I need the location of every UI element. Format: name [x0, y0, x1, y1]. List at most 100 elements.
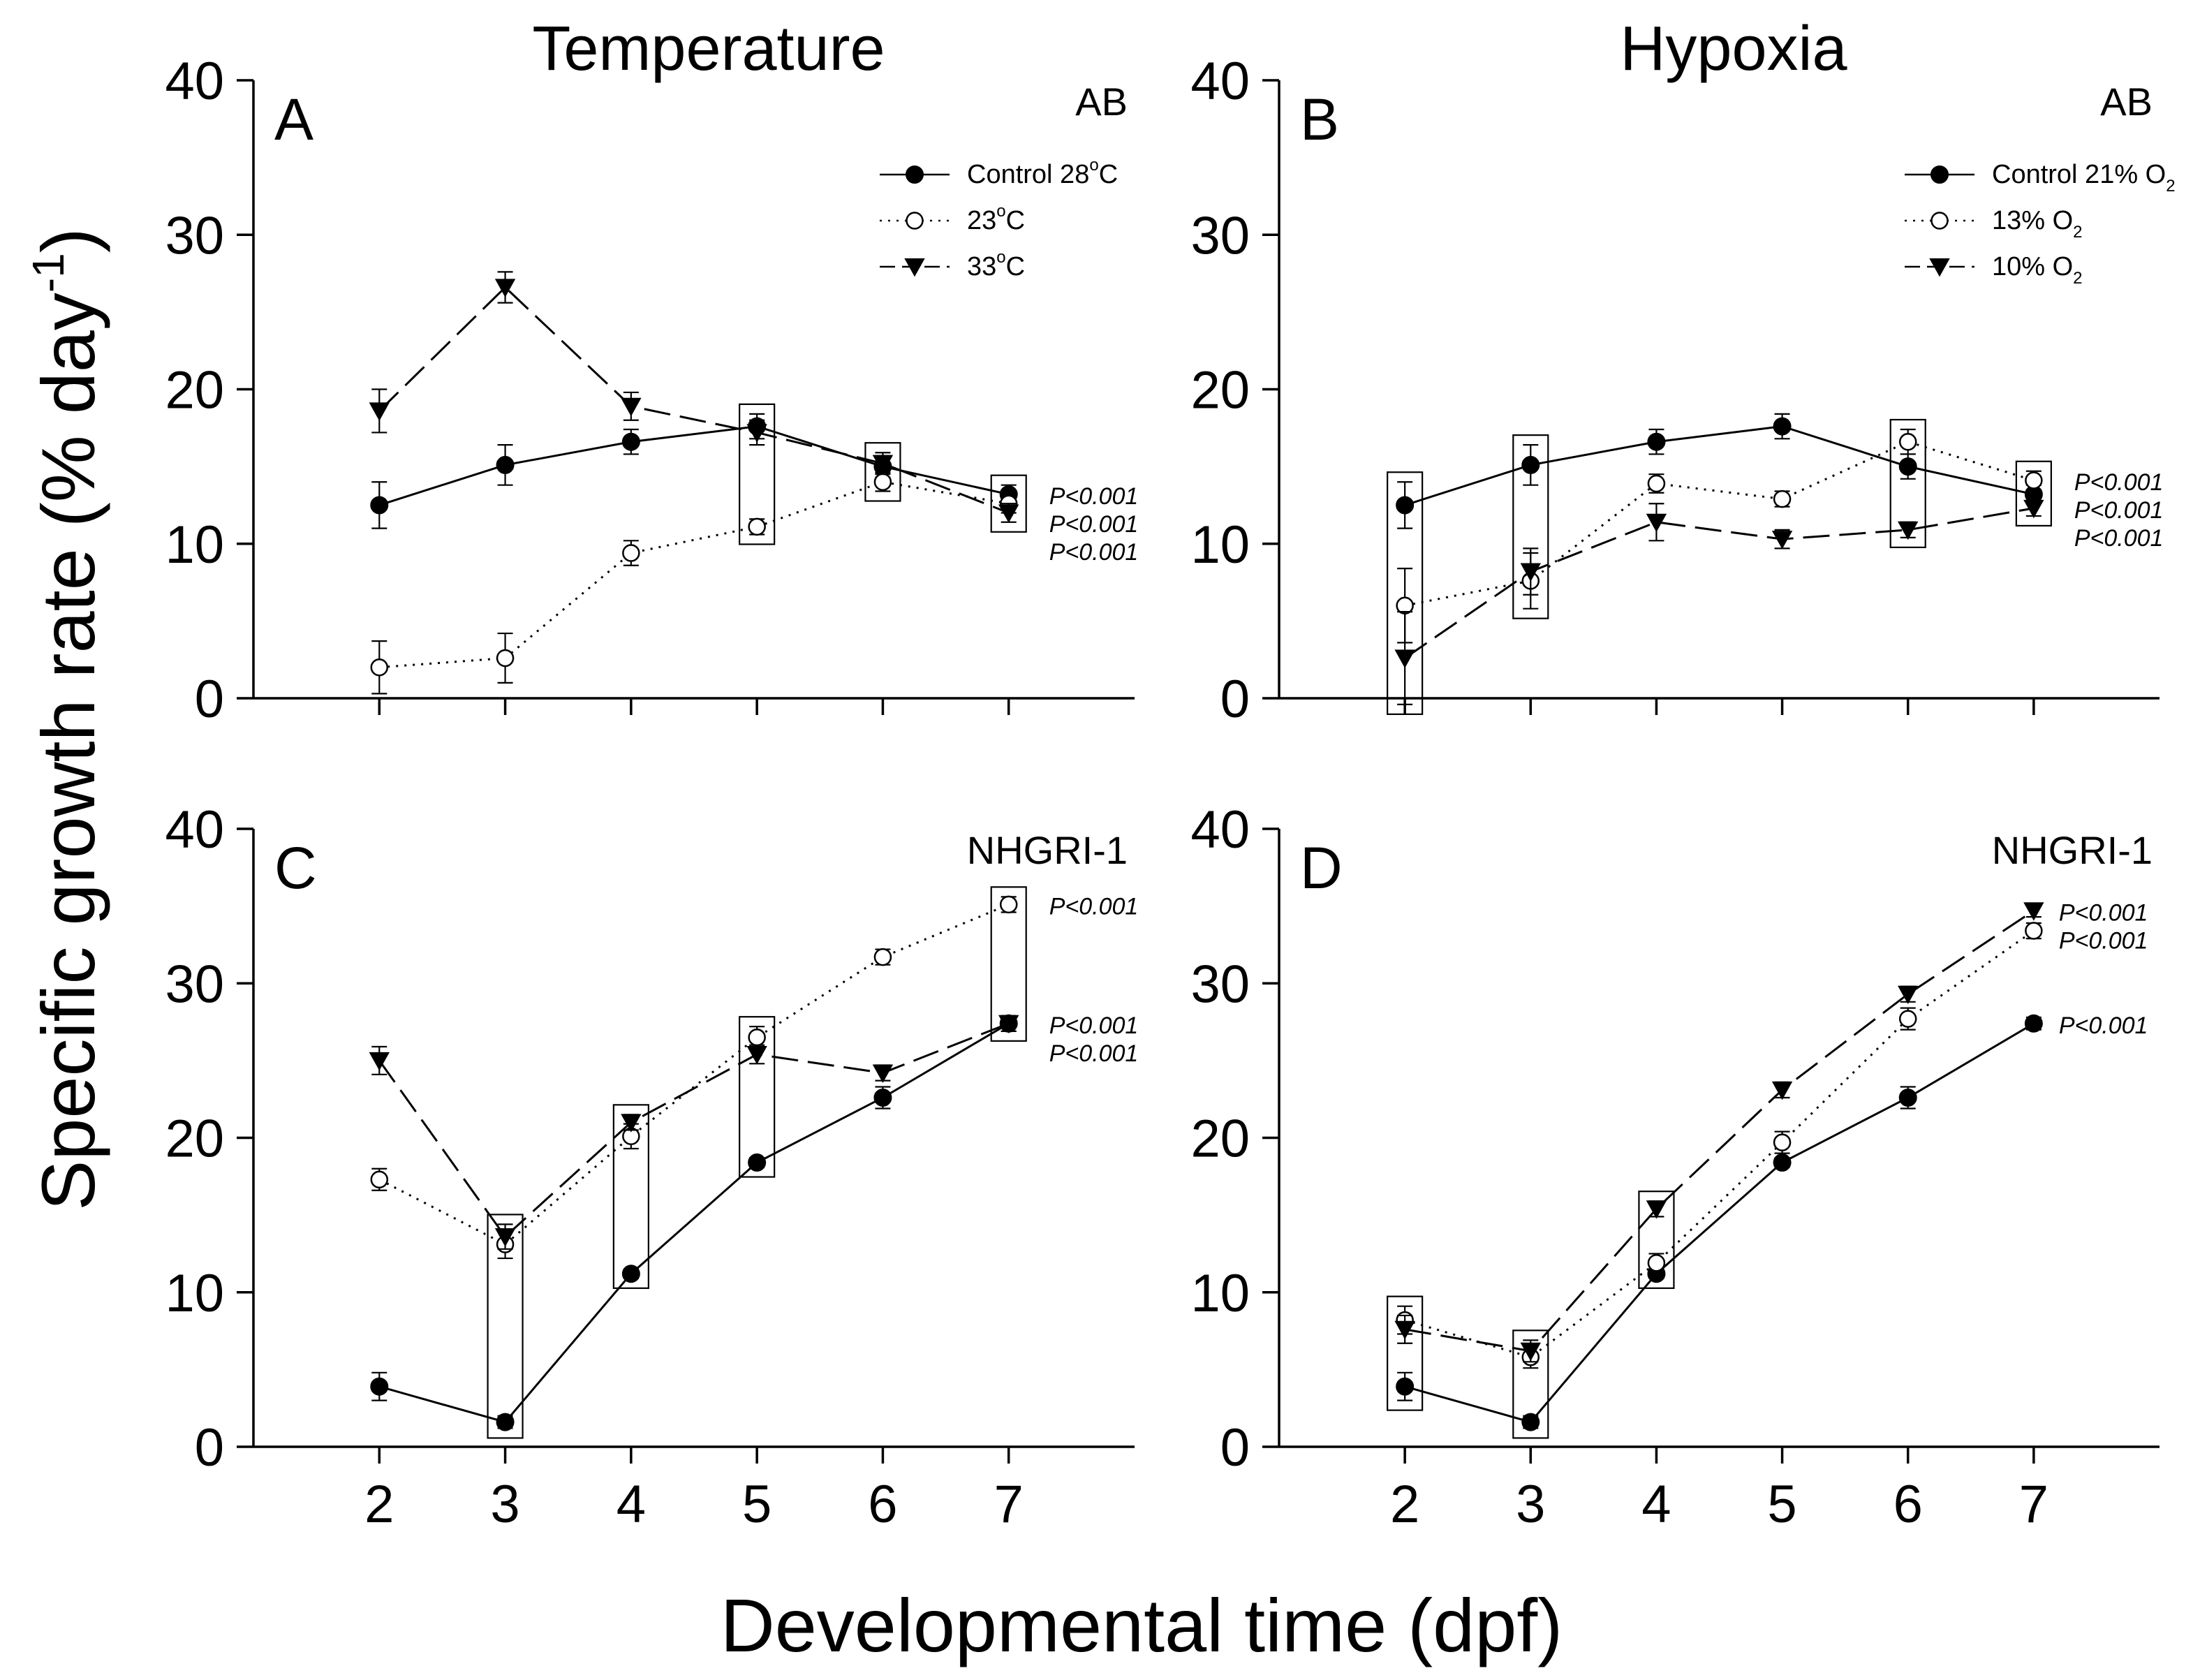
panel-letter: D [1300, 835, 1343, 901]
data-point [369, 402, 390, 421]
series-line [378, 425, 1010, 506]
data-point [1773, 489, 1792, 508]
x-tick-label: 3 [1516, 1475, 1545, 1534]
legend: Control 28oC 23oC 33oC [880, 156, 1118, 281]
series-line [1404, 1022, 2035, 1424]
legend-label: Control 28oC [967, 156, 1118, 189]
panel-letter: C [274, 835, 317, 901]
legend-marker [1930, 165, 1949, 184]
series-solid [1396, 1014, 2043, 1431]
y-tick-label: 0 [1220, 670, 1250, 729]
y-axis-label: Specific growth rate (% day-1) [23, 228, 110, 1210]
data-point [621, 1114, 642, 1133]
strain-label: NHGRI-1 [1992, 828, 2153, 872]
series-line [378, 904, 1010, 1246]
x-tick-label: 5 [1767, 1475, 1796, 1534]
data-point [1647, 432, 1666, 451]
y-tick-label: 30 [165, 955, 224, 1014]
legend-label: 23oC [967, 202, 1025, 235]
significance-box [487, 1214, 524, 1439]
y-tick-label: 0 [195, 1418, 224, 1478]
significance-box [1889, 418, 1926, 549]
y-tick-label: 40 [1190, 52, 1250, 111]
y-tick-label: 20 [1190, 1110, 1250, 1169]
data-point [2025, 471, 2043, 489]
data-point [1773, 417, 1792, 436]
x-tick-label: 3 [490, 1475, 519, 1534]
y-tick-label: 40 [165, 800, 224, 860]
legend-marker [1929, 258, 1950, 277]
y-tick-label: 0 [1220, 1418, 1250, 1478]
p-value-label: P<0.001 [2074, 525, 2164, 552]
data-point [1520, 563, 1541, 582]
legend-marker [904, 258, 925, 277]
data-point [999, 895, 1018, 914]
series-line [379, 480, 1009, 669]
y-tick-label: 20 [1190, 361, 1250, 420]
significance-box [1387, 471, 1424, 715]
y-tick-label: 0 [195, 670, 224, 729]
significance-box [1638, 1191, 1675, 1289]
p-value-label: P<0.001 [1049, 1012, 1139, 1039]
data-point [494, 279, 516, 297]
y-axis-label-close: ) [26, 228, 110, 253]
significance-box [990, 474, 1027, 533]
data-point [1898, 985, 1919, 1005]
p-value-label: P<0.001 [2074, 469, 2164, 496]
p-value-label: P<0.001 [1049, 483, 1139, 510]
series-dotted [370, 895, 1018, 1260]
data-point [1396, 1377, 1415, 1396]
y-tick-label: 30 [1190, 955, 1250, 1014]
data-point [748, 1153, 767, 1172]
data-point [1771, 531, 1793, 550]
p-value-label: P<0.001 [2059, 927, 2148, 954]
data-point [873, 473, 892, 491]
p-value-label: P<0.001 [1049, 511, 1139, 538]
y-tick-label: 10 [165, 1264, 224, 1323]
data-point [746, 424, 767, 443]
p-value-label: P<0.001 [1049, 893, 1139, 920]
y-tick-label: 30 [165, 206, 224, 265]
series-dotted [370, 471, 1018, 695]
significance-box [739, 403, 776, 545]
x-tick-label: 2 [364, 1475, 394, 1534]
data-point [872, 1064, 894, 1083]
series-line [1404, 425, 2035, 506]
p-value-label: P<0.001 [1049, 1040, 1139, 1067]
data-point [496, 649, 515, 668]
data-point [1646, 1200, 1667, 1219]
data-point [370, 1170, 389, 1188]
panel-letter: A [274, 87, 313, 152]
series-dashed [369, 1015, 1019, 1250]
legend: Control 21% O2 13% O2 10% O2 [1905, 160, 2176, 288]
p-value-label: P<0.001 [2074, 497, 2164, 524]
legend-marker [1930, 212, 1949, 230]
data-point [746, 1045, 767, 1065]
series-dotted [1396, 922, 2043, 1369]
data-point [1898, 1088, 1917, 1107]
data-point [1773, 1153, 1792, 1172]
series-line [378, 1022, 1010, 1424]
data-point [1898, 457, 1917, 476]
x-tick-label: 6 [868, 1475, 897, 1534]
x-tick-label: 7 [2019, 1475, 2048, 1534]
data-point [1898, 521, 1919, 540]
data-point [2024, 1014, 2043, 1033]
y-tick-label: 20 [165, 361, 224, 420]
significance-box [864, 442, 901, 502]
data-point [622, 544, 640, 562]
y-axis-label-main: Specific growth rate (% day [26, 293, 110, 1211]
data-point [370, 496, 389, 515]
data-point [494, 1228, 516, 1247]
significance-box [1387, 1295, 1424, 1411]
legend-label: 13% O2 [1992, 206, 2083, 242]
data-point [621, 397, 642, 417]
data-point [748, 1028, 766, 1047]
series-dashed [369, 271, 1019, 523]
significance-box [2015, 460, 2052, 527]
data-point [1521, 455, 1540, 474]
